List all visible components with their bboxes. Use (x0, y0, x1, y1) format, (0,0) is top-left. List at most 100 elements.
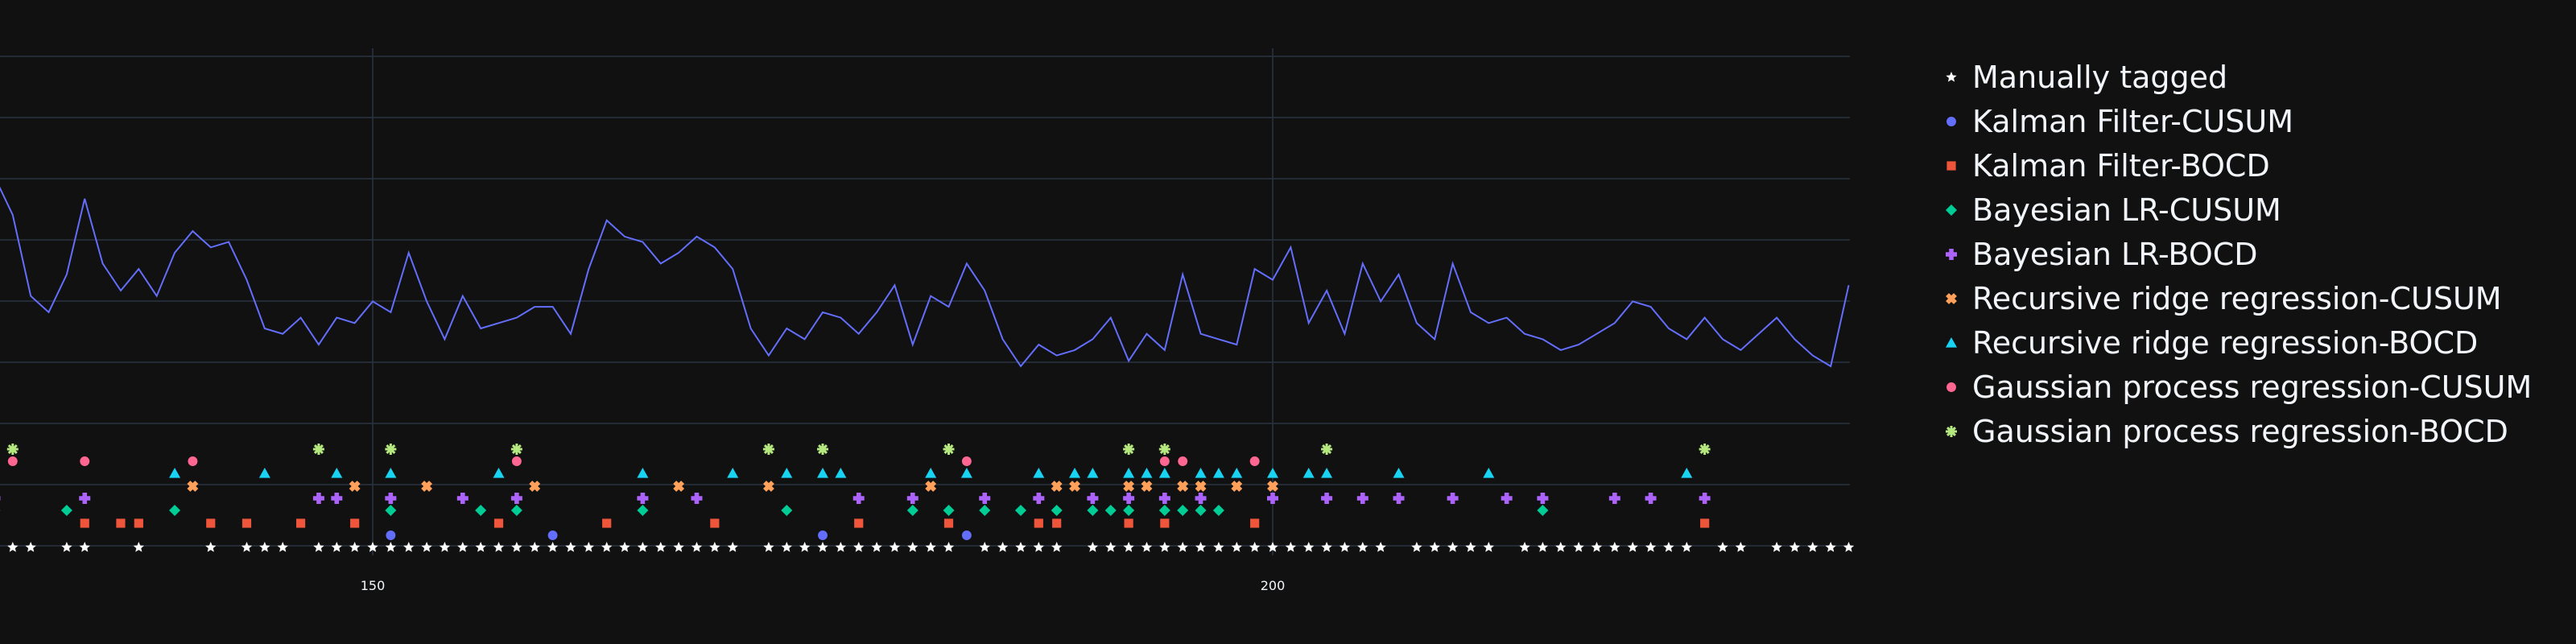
marker-0-29 (655, 542, 667, 552)
x-axis-ticks: 150 200 (361, 578, 1286, 593)
marker-4-9 (852, 493, 865, 504)
legend-item[interactable]: Bayesian LR-BOCD (1940, 232, 2532, 276)
marker-0-86 (1807, 542, 1818, 552)
marker-4-22 (1501, 493, 1513, 504)
marker-0-57 (1213, 542, 1224, 552)
marker-5-11 (1177, 481, 1189, 492)
marker-0-51 (1105, 542, 1117, 552)
marker-6-14 (1087, 468, 1099, 478)
marker-0-54 (1159, 542, 1170, 552)
marker-3-12 (1051, 505, 1063, 516)
marker-4-23 (1537, 493, 1549, 504)
marker-5-6 (925, 481, 937, 492)
marker-8-4 (762, 444, 774, 455)
marker-0-17 (439, 542, 451, 552)
marker-2-1 (116, 518, 126, 528)
legend-item[interactable]: Manually tagged (1940, 55, 2532, 99)
marker-0-46 (997, 542, 1009, 552)
marker-6-20 (1231, 468, 1243, 478)
legend-label: Recursive ridge regression-BOCD (1972, 324, 2479, 361)
marker-1-0 (386, 530, 396, 540)
marker-8-10 (1699, 444, 1711, 455)
marker-3-2 (169, 505, 181, 516)
marker-2-17 (1700, 518, 1710, 528)
legend-item[interactable]: Kalman Filter-BOCD (1940, 143, 2532, 188)
marker-0-68 (1429, 542, 1440, 552)
marker-0-43 (925, 542, 936, 552)
legend-item[interactable]: Recursive ridge regression-BOCD (1940, 320, 2532, 365)
marker-4-19 (1356, 493, 1368, 504)
marker-0-87 (1825, 542, 1836, 552)
marker-1-3 (961, 530, 972, 540)
marker-0-85 (1789, 542, 1801, 552)
marker-3-10 (979, 505, 991, 516)
marker-4-26 (1699, 493, 1711, 504)
marker-5-0 (187, 481, 199, 492)
legend-item[interactable]: Gaussian process regression-CUSUM (1940, 365, 2532, 409)
marker-1-2 (818, 530, 828, 540)
marker-4-4 (385, 493, 397, 504)
legend-marker-8 (1946, 425, 1957, 437)
marker-5-1 (349, 481, 361, 492)
legend-symbol-icon (1946, 425, 1957, 437)
marker-4-6 (510, 493, 522, 504)
marker-5-7 (1051, 481, 1063, 492)
marker-0-60 (1267, 542, 1278, 552)
marker-0-21 (511, 542, 522, 552)
legend-marker-2 (1946, 160, 1956, 171)
legend-marker-1 (1946, 116, 1956, 126)
marker-0-26 (601, 542, 613, 552)
marker-7-7 (1249, 456, 1260, 466)
marker-0-62 (1303, 542, 1315, 552)
marker-8-7 (1123, 444, 1135, 455)
marker-6-8 (817, 468, 828, 478)
marker-4-17 (1267, 493, 1278, 504)
marker-4-8 (691, 493, 703, 504)
legend-symbol-icon (1946, 71, 1957, 82)
marker-0-9 (277, 542, 288, 552)
marker-0-3 (61, 542, 72, 552)
marker-3-16 (1158, 505, 1170, 516)
marker-2-16 (1250, 518, 1260, 528)
marker-0-81 (1681, 542, 1692, 552)
marker-0-55 (1177, 542, 1188, 552)
marker-0-12 (349, 542, 361, 552)
x-tick-label-1: 200 (1261, 578, 1286, 593)
marker-0-74 (1555, 542, 1567, 552)
marker-0-14 (385, 542, 397, 552)
marker-6-3 (385, 468, 397, 478)
marker-0-65 (1357, 542, 1368, 552)
marker-2-5 (295, 518, 306, 528)
marker-2-15 (1160, 518, 1170, 528)
marker-5-2 (421, 481, 433, 492)
marker-0-45 (979, 542, 990, 552)
marker-0-32 (709, 542, 720, 552)
marker-6-12 (1033, 468, 1045, 478)
marker-0-50 (1087, 542, 1099, 552)
marker-0-19 (475, 542, 486, 552)
marker-2-14 (1124, 518, 1133, 528)
marker-6-1 (258, 468, 270, 478)
marker-4-13 (1087, 493, 1099, 504)
marker-3-17 (1177, 505, 1189, 516)
legend-item[interactable]: Kalman Filter-CUSUM (1940, 99, 2532, 143)
marker-0-77 (1609, 542, 1620, 552)
marker-5-3 (529, 481, 541, 492)
legend-item[interactable]: Gaussian process regression-BOCD (1940, 409, 2532, 453)
event-markers-layer (0, 444, 1855, 552)
marker-3-8 (906, 505, 919, 516)
marker-6-17 (1158, 468, 1170, 478)
marker-6-23 (1321, 468, 1333, 478)
marker-0-10 (313, 542, 324, 552)
marker-6-22 (1302, 468, 1315, 478)
marker-0-52 (1123, 542, 1134, 552)
legend-symbol-icon (1946, 160, 1956, 171)
legend-item[interactable]: Bayesian LR-CUSUM (1940, 188, 2532, 232)
marker-0-40 (871, 542, 882, 552)
marker-3-11 (1014, 505, 1026, 516)
marker-0-61 (1285, 542, 1297, 552)
marker-8-3 (510, 444, 522, 455)
marker-8-5 (817, 444, 828, 455)
legend-item[interactable]: Recursive ridge regression-CUSUM (1940, 276, 2532, 320)
marker-0-73 (1537, 542, 1549, 552)
